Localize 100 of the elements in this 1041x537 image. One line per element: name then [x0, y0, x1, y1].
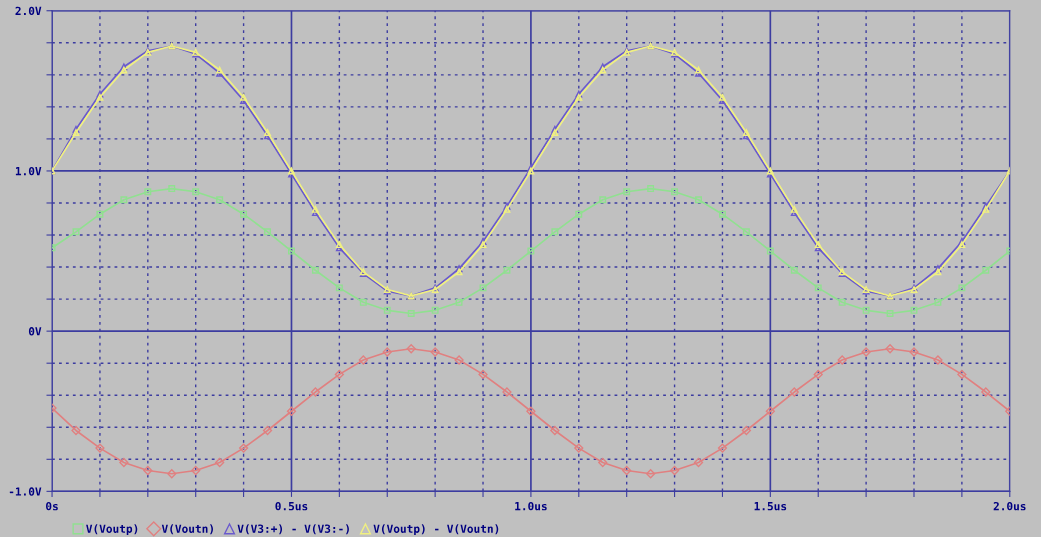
point — [957, 369, 967, 380]
point — [431, 306, 439, 314]
point — [238, 443, 249, 453]
point — [790, 266, 798, 274]
point — [96, 210, 104, 218]
legend-label: V(Voutn) — [161, 524, 213, 535]
point — [192, 188, 200, 196]
legend-label: V(Voutp) — [86, 524, 138, 536]
point — [264, 129, 272, 136]
point — [119, 457, 129, 468]
point — [814, 284, 822, 292]
point — [669, 465, 680, 476]
point — [310, 387, 321, 397]
point — [527, 167, 535, 175]
point — [359, 298, 367, 306]
legend-label: V(V3:+) - V(V3:-) — [237, 524, 349, 535]
point — [455, 298, 463, 306]
point — [454, 355, 464, 365]
point — [262, 425, 273, 436]
x-tick-label: 1.5us — [754, 502, 787, 511]
point — [693, 457, 704, 468]
point — [575, 93, 583, 101]
point — [311, 205, 319, 213]
point — [382, 347, 392, 357]
point — [288, 247, 295, 255]
point — [646, 469, 656, 479]
point — [862, 306, 870, 314]
point — [144, 188, 152, 196]
point — [647, 185, 655, 193]
y-tick-label: 1.0V — [15, 166, 42, 176]
point — [334, 369, 344, 380]
point — [766, 247, 774, 255]
point — [934, 268, 942, 276]
point — [695, 196, 702, 204]
point — [598, 457, 608, 468]
point — [861, 347, 871, 357]
point — [958, 284, 966, 292]
point — [407, 310, 415, 318]
point — [551, 129, 559, 136]
point — [982, 266, 990, 274]
point — [311, 266, 319, 274]
point — [358, 355, 368, 365]
point — [933, 355, 943, 365]
y-tick-label: 0V — [28, 327, 42, 336]
point — [216, 196, 224, 204]
legend-label: V(Voutp) - V(Voutn) — [373, 524, 499, 536]
point — [72, 129, 80, 136]
point — [479, 284, 487, 292]
point — [120, 196, 128, 204]
point — [623, 188, 631, 196]
point — [95, 443, 105, 453]
point — [837, 355, 847, 365]
point — [742, 228, 750, 236]
point — [910, 306, 918, 314]
point — [574, 443, 584, 453]
point — [671, 188, 679, 196]
point — [215, 457, 225, 468]
point — [982, 205, 990, 213]
point — [240, 210, 248, 218]
point — [909, 347, 919, 357]
point — [550, 425, 560, 436]
point — [838, 298, 846, 306]
point — [717, 443, 728, 453]
point — [526, 406, 536, 416]
point — [527, 247, 535, 255]
point — [72, 228, 80, 236]
x-tick-label: 2.0us — [993, 501, 1026, 511]
point — [430, 347, 440, 357]
point — [813, 369, 823, 380]
point — [479, 241, 487, 249]
x-tick-label: 1.0us — [515, 501, 547, 511]
point — [71, 425, 81, 436]
point — [742, 129, 750, 136]
point — [981, 387, 991, 397]
point — [168, 185, 176, 193]
point — [503, 205, 511, 213]
point — [120, 66, 128, 74]
point — [264, 228, 272, 236]
point — [765, 406, 775, 416]
y-tick-label: 2.0V — [15, 6, 42, 16]
point — [143, 465, 153, 476]
x-tick-label: 0.5us — [275, 501, 308, 511]
point — [886, 310, 894, 318]
point — [406, 344, 416, 354]
point — [286, 406, 297, 416]
point — [790, 205, 798, 213]
point — [96, 93, 104, 101]
x-tick-label: 0s — [46, 501, 58, 511]
point — [335, 284, 343, 292]
point — [167, 469, 177, 479]
point — [502, 387, 512, 397]
point — [383, 306, 391, 314]
point — [599, 196, 607, 204]
y-tick-label: -1.0V — [9, 487, 42, 496]
point — [741, 425, 752, 436]
point — [503, 266, 511, 274]
point — [575, 210, 583, 218]
point — [478, 369, 488, 380]
point — [885, 344, 895, 354]
point — [718, 210, 726, 218]
